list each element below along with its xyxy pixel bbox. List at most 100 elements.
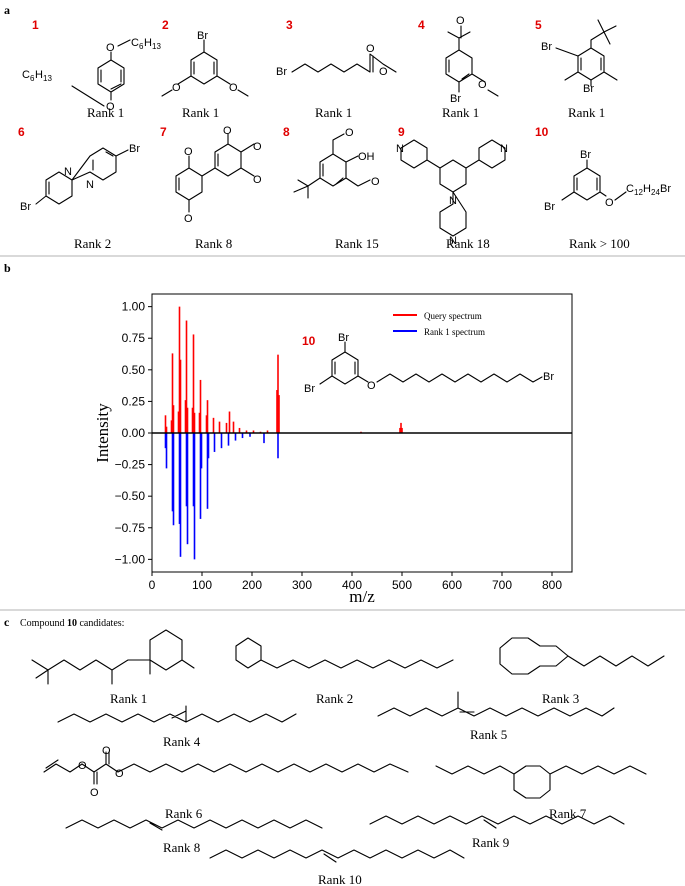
panel-label-c: c bbox=[4, 615, 10, 629]
y-tick-label: 1.00 bbox=[122, 300, 146, 314]
svg-text:6: 6 bbox=[30, 74, 35, 83]
rank-label: Rank 8 bbox=[163, 840, 200, 855]
inset-structure: 10 Br Br O Br bbox=[302, 332, 554, 395]
y-tick-label: −1.00 bbox=[115, 552, 146, 566]
svg-text:H: H bbox=[643, 183, 651, 195]
compound-number: 9 bbox=[398, 125, 405, 139]
rank-label: Rank 15 bbox=[335, 236, 379, 251]
svg-text:O: O bbox=[253, 174, 262, 186]
svg-text:O: O bbox=[379, 66, 388, 78]
y-tick-label: 0.25 bbox=[122, 394, 146, 408]
legend: Query spectrum Rank 1 spectrum bbox=[393, 311, 485, 337]
compound-9: 9 N N N N Rank 18 bbox=[396, 125, 508, 251]
candidate-rank-1: Rank 1 bbox=[31, 629, 195, 706]
x-tick-label: 400 bbox=[342, 578, 362, 592]
rank-label: Rank 18 bbox=[446, 236, 490, 251]
spectrum-marks bbox=[152, 306, 572, 560]
compound-10: 10 Br Br O C 12 H 24 Br Rank > 100 bbox=[535, 125, 671, 251]
compound-6: 6 N N Br Br Rank 2 bbox=[18, 125, 140, 251]
svg-text:H: H bbox=[144, 37, 152, 49]
compound-5: 5 Br Br Rank 1 bbox=[535, 18, 618, 120]
legend-label-rank1: Rank 1 spectrum bbox=[424, 327, 485, 337]
svg-text:Br: Br bbox=[660, 183, 671, 195]
svg-text:OH: OH bbox=[358, 151, 375, 163]
svg-text:N: N bbox=[500, 143, 508, 155]
compound-4: 4 O O Br Rank 1 bbox=[418, 15, 499, 120]
compound-number: 3 bbox=[286, 18, 293, 32]
rank-label: Rank 1 bbox=[315, 105, 352, 120]
svg-text:Br: Br bbox=[338, 332, 349, 344]
rank-label: Rank 7 bbox=[549, 806, 587, 821]
rank-label: Rank 1 bbox=[110, 691, 147, 706]
candidate-rank-9: Rank 9 bbox=[369, 815, 625, 850]
svg-text:Br: Br bbox=[543, 371, 554, 383]
compound-number: 10 bbox=[535, 125, 549, 139]
rank-label: Rank 10 bbox=[318, 872, 362, 886]
svg-text:O: O bbox=[223, 125, 232, 137]
rank-label: Rank 5 bbox=[470, 727, 507, 742]
svg-text:12: 12 bbox=[634, 188, 643, 197]
x-tick-label: 300 bbox=[292, 578, 312, 592]
candidate-rank-3: Rank 3 bbox=[499, 637, 665, 706]
rank-label: Rank > 100 bbox=[569, 236, 630, 251]
svg-text:N: N bbox=[86, 179, 94, 191]
svg-text:O: O bbox=[478, 79, 487, 91]
svg-text:O: O bbox=[106, 101, 115, 113]
candidate-rank-2: Rank 2 bbox=[235, 637, 454, 706]
compound-number: 6 bbox=[18, 125, 25, 139]
compound-7: 7 O O O O O Rank 8 bbox=[160, 125, 262, 251]
x-tick-label: 600 bbox=[442, 578, 462, 592]
svg-text:N: N bbox=[449, 235, 457, 247]
rank-label: Rank 2 bbox=[74, 236, 111, 251]
inset-compound-number: 10 bbox=[302, 334, 316, 348]
svg-text:24: 24 bbox=[651, 188, 660, 197]
candidate-rank-7: Rank 7 bbox=[435, 765, 647, 821]
svg-text:Br: Br bbox=[450, 93, 461, 105]
svg-text:O: O bbox=[172, 82, 181, 94]
y-tick-label: −0.50 bbox=[115, 489, 146, 503]
svg-text:N: N bbox=[64, 166, 72, 178]
svg-text:O: O bbox=[345, 127, 354, 139]
y-tick-label: 0.50 bbox=[122, 363, 146, 377]
x-tick-label: 500 bbox=[392, 578, 412, 592]
x-tick-label: 700 bbox=[492, 578, 512, 592]
svg-text:H: H bbox=[35, 69, 43, 81]
svg-text:Br: Br bbox=[304, 383, 315, 395]
compound-number: 1 bbox=[32, 18, 39, 32]
x-tick-label: 100 bbox=[192, 578, 212, 592]
rank-label: Rank 6 bbox=[165, 806, 203, 821]
svg-text:O: O bbox=[371, 176, 380, 188]
svg-text:O: O bbox=[366, 43, 375, 55]
panel-label-b: b bbox=[4, 261, 11, 275]
svg-text:6: 6 bbox=[139, 42, 144, 51]
y-tick-label: 0.00 bbox=[122, 426, 146, 440]
svg-text:13: 13 bbox=[152, 42, 161, 51]
rank-label: Rank 4 bbox=[163, 734, 201, 749]
x-axis-label: m/z bbox=[349, 587, 375, 606]
compound-number: 2 bbox=[162, 18, 169, 32]
svg-text:O: O bbox=[229, 82, 238, 94]
svg-text:O: O bbox=[78, 760, 87, 772]
svg-text:O: O bbox=[253, 141, 262, 153]
y-tick-label: 0.75 bbox=[122, 331, 146, 345]
axes: 0 100 200 300 400 500 600 700 800 1.00 0.75 0.50 0.2… bbox=[115, 300, 563, 592]
svg-text:O: O bbox=[605, 197, 614, 209]
y-axis-label: Intensity bbox=[93, 403, 112, 463]
svg-text:O: O bbox=[106, 42, 115, 54]
svg-text:Br: Br bbox=[129, 143, 140, 155]
svg-text:Br: Br bbox=[541, 41, 552, 53]
x-tick-label: 800 bbox=[542, 578, 562, 592]
rank-label: Rank 9 bbox=[472, 835, 509, 850]
svg-text:C: C bbox=[626, 183, 634, 195]
x-tick-label: 200 bbox=[242, 578, 262, 592]
svg-text:Br: Br bbox=[197, 30, 208, 42]
rank-label: Rank 2 bbox=[316, 691, 353, 706]
svg-text:O: O bbox=[184, 146, 193, 158]
svg-text:Br: Br bbox=[276, 66, 287, 78]
candidate-rank-8: Rank 8 bbox=[65, 819, 323, 855]
rank-label: Rank 3 bbox=[542, 691, 579, 706]
candidate-rank-4: Rank 4 bbox=[57, 705, 297, 749]
compound-8: 8 O OH O Rank 15 bbox=[283, 125, 380, 251]
compound-1: 1 O C 6 H 13 O C 6 H 13 Rank 1 bbox=[22, 18, 161, 120]
